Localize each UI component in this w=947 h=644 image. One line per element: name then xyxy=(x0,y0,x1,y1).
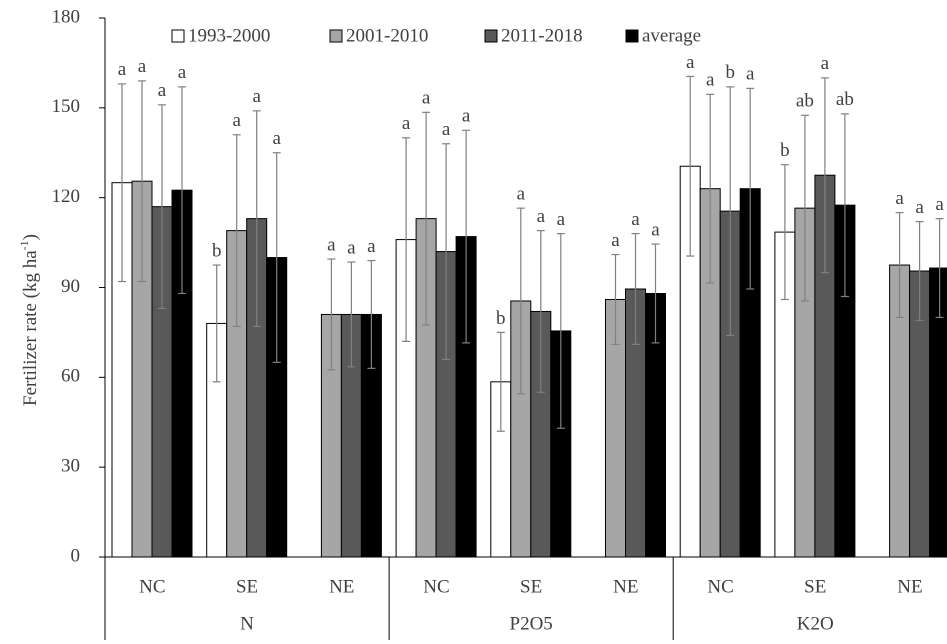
x-tick-label: NC xyxy=(139,576,165,597)
error-bar xyxy=(232,134,241,328)
error-bar xyxy=(800,114,809,302)
error-bar xyxy=(212,264,221,383)
significance-letter: a xyxy=(252,86,261,107)
error-bar xyxy=(935,218,944,319)
x-tick-label: NC xyxy=(423,576,449,597)
error-bar xyxy=(462,129,471,344)
error-bar xyxy=(915,221,924,322)
significance-letter: a xyxy=(178,62,187,83)
legend-swatch xyxy=(171,29,185,43)
error-bar xyxy=(178,86,186,295)
error-bar xyxy=(895,212,904,319)
y-label-suffix: ) xyxy=(20,234,41,240)
error-bar xyxy=(726,86,735,337)
group-label: K2O xyxy=(797,613,834,634)
significance-letter: a xyxy=(232,110,241,131)
y-axis-label: Fertilizer rate (kg ha-1) xyxy=(17,234,42,406)
significance-letter: a xyxy=(537,206,546,227)
legend-label: 2011-2018 xyxy=(501,25,583,46)
group-label: P2O5 xyxy=(510,613,553,634)
significance-letter: b xyxy=(212,240,222,261)
y-tick-label: 150 xyxy=(52,96,81,117)
error-bar xyxy=(631,233,640,345)
y-tick-label: 60 xyxy=(61,366,80,387)
significance-letter: a xyxy=(462,106,471,127)
significance-letter: a xyxy=(935,194,944,215)
significance-letter: a xyxy=(706,70,715,91)
error-bar xyxy=(422,111,431,326)
significance-letter: a xyxy=(347,237,356,258)
significance-letter: b xyxy=(780,140,790,161)
x-tick-label: NE xyxy=(613,576,638,597)
significance-letter: a xyxy=(158,80,167,101)
x-tick-label: NC xyxy=(707,576,733,597)
error-bar xyxy=(686,75,695,257)
y-tick-label: 90 xyxy=(61,276,80,297)
significance-letter: a xyxy=(327,234,336,255)
significance-letter: a xyxy=(611,230,620,251)
error-bar xyxy=(367,259,376,369)
significance-letter: a xyxy=(138,56,147,77)
error-bar xyxy=(402,137,411,342)
significance-letter: a xyxy=(517,184,526,205)
significance-letter: a xyxy=(895,188,904,209)
legend-swatch xyxy=(625,29,639,43)
x-tick-label: SE xyxy=(236,576,258,597)
significance-letter: ab xyxy=(796,91,814,112)
significance-letter: ab xyxy=(836,89,854,110)
bar xyxy=(929,267,947,558)
y-tick-label: 30 xyxy=(61,456,80,477)
error-bar xyxy=(840,113,849,298)
significance-letter: a xyxy=(746,64,755,85)
significance-letter: a xyxy=(915,197,924,218)
significance-letter: a xyxy=(651,219,660,240)
significance-letter: a xyxy=(422,88,431,109)
legend-swatch xyxy=(329,29,343,43)
x-tick-label: NE xyxy=(329,576,354,597)
legend-label: 2001-2010 xyxy=(346,25,428,46)
significance-letter: a xyxy=(118,59,127,80)
error-bar xyxy=(556,233,565,429)
legend-label: average xyxy=(642,25,701,46)
x-tick-label: SE xyxy=(520,576,542,597)
significance-letter: a xyxy=(442,119,451,140)
y-label-text: Fertilizer rate (kg ha xyxy=(20,250,41,406)
error-bar xyxy=(706,93,715,284)
significance-letter: b xyxy=(725,62,735,83)
y-tick-label: 180 xyxy=(52,6,81,27)
group-label: N xyxy=(240,613,254,634)
error-bar xyxy=(746,87,755,290)
y-tick-label: 0 xyxy=(71,545,81,566)
x-tick-label: SE xyxy=(804,576,826,597)
error-bar xyxy=(442,143,451,360)
error-bar xyxy=(272,152,281,363)
error-bar xyxy=(347,261,356,368)
y-tick-label: 120 xyxy=(52,186,81,207)
x-tick-label: NE xyxy=(897,576,922,597)
error-bar xyxy=(611,253,620,345)
error-bar xyxy=(516,207,525,395)
error-bar xyxy=(118,83,126,283)
error-bar xyxy=(651,243,660,344)
y-label-superscript: -1 xyxy=(17,240,31,250)
significance-letter: b xyxy=(496,308,506,329)
significance-letter: a xyxy=(272,128,281,149)
error-bar xyxy=(496,331,505,432)
legend-swatch xyxy=(484,29,498,43)
significance-letter: a xyxy=(557,209,566,230)
error-bar xyxy=(820,77,829,274)
error-bar xyxy=(780,164,789,301)
error-bar xyxy=(138,80,146,283)
significance-letter: a xyxy=(367,236,376,257)
error-bar xyxy=(158,104,166,310)
legend-label: 1993-2000 xyxy=(188,25,270,46)
significance-letter: a xyxy=(402,113,411,134)
error-bar xyxy=(252,110,261,328)
error-bar xyxy=(327,258,336,371)
significance-letter: a xyxy=(631,209,640,230)
significance-letter: a xyxy=(821,53,830,74)
error-bar xyxy=(536,230,545,393)
significance-letter: a xyxy=(686,52,695,73)
